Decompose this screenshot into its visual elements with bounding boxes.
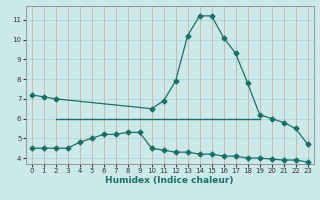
- X-axis label: Humidex (Indice chaleur): Humidex (Indice chaleur): [105, 176, 234, 185]
